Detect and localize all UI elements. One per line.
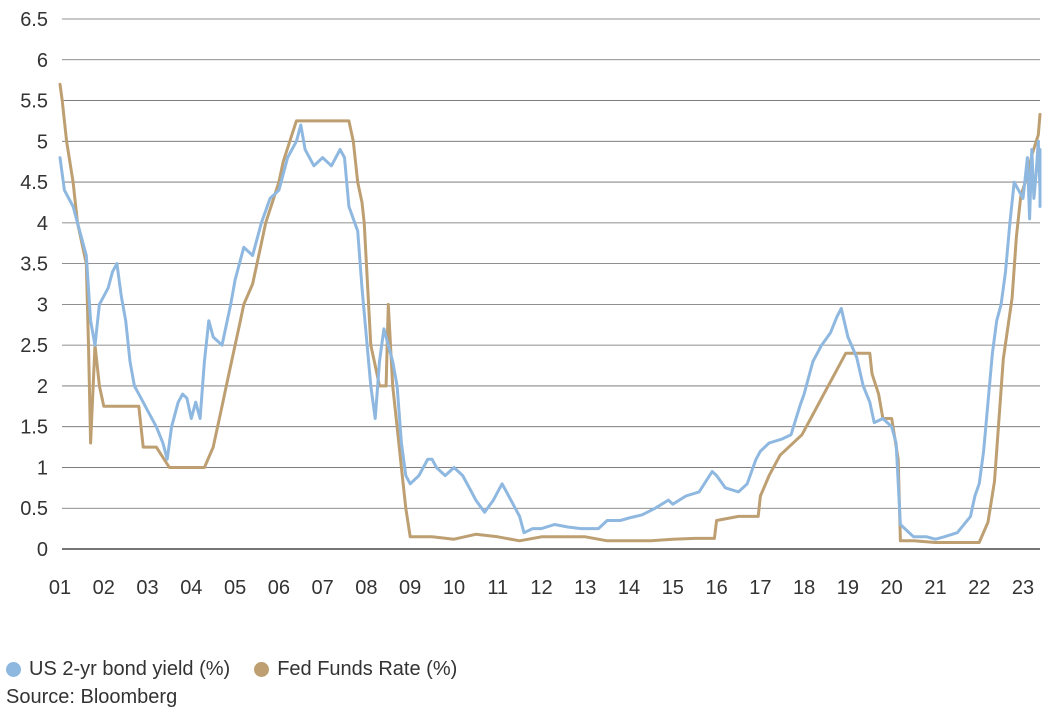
x-tick-label: 09 <box>399 577 421 599</box>
x-tick-label: 22 <box>968 577 990 599</box>
y-tick-label: 6.5 <box>20 9 48 31</box>
x-tick-label: 10 <box>443 577 465 599</box>
legend-label: US 2-yr bond yield (%) <box>29 658 231 680</box>
x-tick-label: 08 <box>355 577 377 599</box>
legend-item-fed-funds-rate: Fed Funds Rate (%) <box>254 658 457 681</box>
x-tick-label: 03 <box>136 577 158 599</box>
x-tick-label: 04 <box>180 577 202 599</box>
x-tick-label: 11 <box>487 577 508 599</box>
x-tick-label: 23 <box>1012 577 1034 599</box>
legend-dot-icon <box>254 662 270 677</box>
series-line-us-2yr-yield <box>58 123 1042 541</box>
y-tick-label: 0.5 <box>20 498 48 520</box>
x-tick-label: 21 <box>924 577 946 599</box>
x-tick-label: 14 <box>618 577 640 599</box>
series-line-fed-funds-rate <box>58 82 1042 544</box>
x-tick-label: 05 <box>224 577 246 599</box>
legend-label: Fed Funds Rate (%) <box>277 658 458 680</box>
x-tick-label: 20 <box>881 577 903 599</box>
x-tick-label: 01 <box>49 577 71 599</box>
y-axis-tick-labels: 0 0.5 1 1.5 2 2.5 3 3.5 4 4.5 5 5.5 6 6.5 <box>20 9 48 561</box>
x-tick-label: 02 <box>93 577 115 599</box>
gridlines <box>62 18 1040 550</box>
y-tick-label: 6 <box>37 50 48 72</box>
legend-item-us-2yr-yield: US 2-yr bond yield (%) <box>6 658 230 681</box>
x-axis-tick-labels: 01 02 03 04 05 06 07 08 09 10 11 12 13 14 15 16 17 18 19 20… <box>49 577 1034 599</box>
y-tick-label: 3 <box>37 294 48 316</box>
x-tick-label: 17 <box>749 577 771 599</box>
y-tick-label: 5.5 <box>20 91 48 113</box>
x-tick-label: 13 <box>574 577 596 599</box>
x-tick-label: 06 <box>268 577 290 599</box>
y-tick-label: 3.5 <box>20 254 48 276</box>
x-tick-label: 12 <box>530 577 552 599</box>
y-tick-label: 4.5 <box>20 172 48 194</box>
y-tick-label: 2.5 <box>20 335 48 357</box>
y-tick-label: 2 <box>37 376 48 398</box>
x-tick-label: 18 <box>793 577 815 599</box>
legend: US 2-yr bond yield (%) Fed Funds Rate (%… <box>6 658 481 681</box>
legend-dot-icon <box>6 662 21 677</box>
y-tick-label: 4 <box>37 213 48 235</box>
y-tick-label: 1 <box>37 457 48 479</box>
x-tick-label: 16 <box>705 577 727 599</box>
x-tick-label: 15 <box>662 577 684 599</box>
source-note: Source: Bloomberg <box>6 686 178 708</box>
y-tick-label: 0 <box>37 539 48 561</box>
x-tick-label: 19 <box>837 577 859 599</box>
y-tick-label: 1.5 <box>20 417 48 439</box>
y-tick-label: 5 <box>37 131 48 153</box>
series-lines <box>58 82 1042 544</box>
x-tick-label: 07 <box>312 577 334 599</box>
